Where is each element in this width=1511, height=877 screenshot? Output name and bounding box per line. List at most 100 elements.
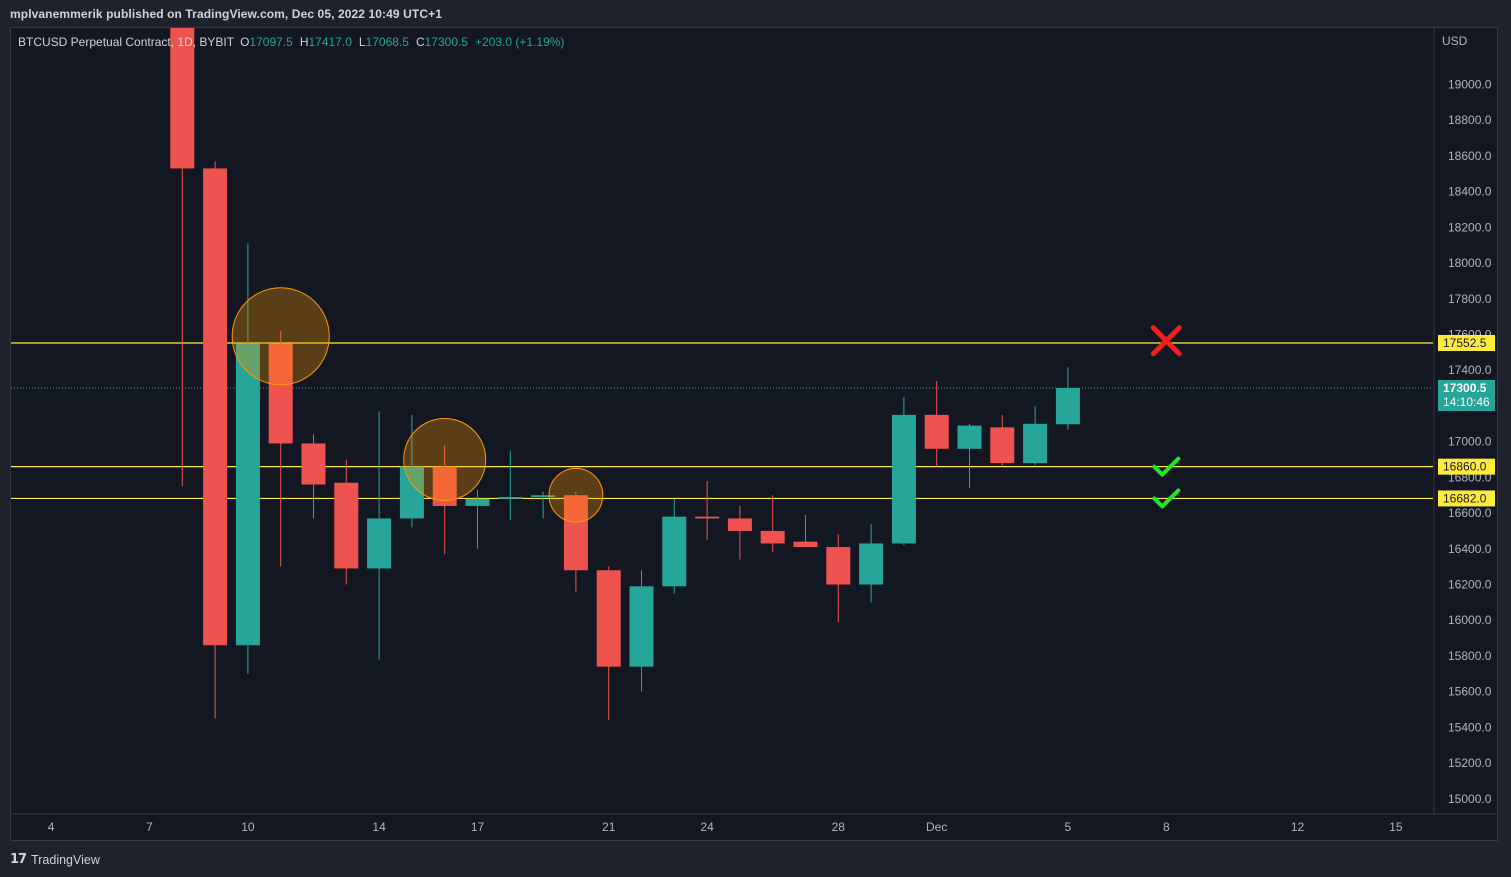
countdown-label: 14:10:46 [1443,395,1490,409]
y-tick-label: 17400.0 [1448,363,1492,377]
y-tick-label: 18000.0 [1448,256,1492,270]
level-price-label: 16860.0 [1443,460,1487,474]
candle-body [235,343,260,646]
x-tick-label: 17 [471,820,485,834]
y-tick-label: 17800.0 [1448,292,1492,306]
candle-body [826,547,851,585]
footer-bar [0,842,1511,877]
publish-info: mplvanemmerik published on TradingView.c… [10,7,442,21]
y-tick-label: 15800.0 [1448,649,1492,663]
candle-up [465,489,490,549]
candle-down [334,459,359,585]
close-value: 17300.5 [425,35,469,49]
x-tick-label: 5 [1065,820,1072,834]
y-tick-label: 15200.0 [1448,756,1492,770]
change-value: +203.0 (+1.19%) [475,35,564,49]
low-label: L [359,35,366,49]
candle-up [367,411,392,660]
highlight-circle [548,467,604,523]
candle-body [1055,387,1080,425]
candle-up [662,498,687,594]
candle-body [793,541,818,548]
candle-down [563,491,588,592]
x-tick-label: 28 [832,820,846,834]
candle-body [203,168,228,646]
high-label: H [300,35,309,49]
x-tick-label: 15 [1389,820,1403,834]
check-icon [1152,456,1181,477]
candle-body [301,443,326,485]
y-tick-label: 15000.0 [1448,792,1492,806]
candle-down [760,495,785,553]
candle-body [367,518,392,569]
candle-up [498,450,523,521]
chart-frame[interactable]: 19000.0 18800.0 18600.0 18400.0 18200.0 18000… [10,27,1498,841]
symbol-label: BTCUSD Perpetual Contract, 1D, BYBIT [18,35,235,49]
candle-body [662,516,687,587]
y-tick-label: 16200.0 [1448,578,1492,592]
candle-body [498,497,523,499]
candle-down [826,534,851,623]
candle-down [268,330,293,567]
candle-up [531,491,556,519]
last-price-label: 17300.5 [1443,381,1487,395]
x-tick-label: 21 [602,820,616,834]
candle-body [727,518,752,531]
level-price-tag [1438,334,1495,351]
cross-icon [1150,325,1182,357]
candle-down [596,566,621,721]
last-price-tag [1438,379,1495,411]
candle-up [1023,405,1048,465]
y-tick-label: 18200.0 [1448,220,1492,234]
candle-body [1023,423,1048,464]
candle-down [727,505,752,560]
candle-down [203,161,228,719]
y-tick-label: 16000.0 [1448,613,1492,627]
candle-body [990,427,1015,464]
candle-up [235,243,260,674]
x-tick-label: 10 [241,820,255,834]
x-tick-label: Dec [926,820,947,834]
candlestick-chart[interactable]: 19000.0 18800.0 18600.0 18400.0 18200.0 18000… [11,28,1497,840]
candle-down [793,514,818,548]
check-icon [1152,488,1181,509]
ohlc-legend: BTCUSD Perpetual Contract, 1D, BYBIT O 170… [18,35,564,49]
candle-body [891,414,916,544]
y-tick-label: 16400.0 [1448,542,1492,556]
candle-body [629,586,654,667]
y-tick-label: 18600.0 [1448,149,1492,163]
candle-up [859,523,884,603]
low-value: 17068.5 [366,35,410,49]
candle-body [170,28,195,169]
axis-header-bg [1435,28,1497,52]
y-tick-label: 18400.0 [1448,185,1492,199]
y-tick-label: 16600.0 [1448,506,1492,520]
candle-body [268,343,293,444]
open-label: O [240,35,249,49]
highlight-circle [231,287,330,386]
x-tick-label: 24 [700,820,714,834]
candle-body [695,516,720,519]
highlight-circle [403,418,487,502]
candle-body [334,482,359,569]
tradingview-brand[interactable]: 17 TradingView [10,852,100,867]
x-tick-label: 14 [372,820,386,834]
y-tick-label: 17000.0 [1448,435,1492,449]
high-value: 17417.0 [308,35,352,49]
y-tick-label: 15600.0 [1448,685,1492,699]
level-price-tag [1438,490,1495,507]
x-tick-label: 12 [1291,820,1305,834]
tradingview-logo-icon: 17 [10,852,27,867]
candle-down [990,414,1015,467]
y-tick-label: 18800.0 [1448,113,1492,127]
candle-down [170,28,195,487]
candle-body [957,425,982,449]
candle-body [596,570,621,667]
candle-down [695,480,720,540]
candle-body [531,495,556,498]
candle-body [465,498,490,506]
level-price-label: 16682.0 [1443,491,1487,505]
open-value: 17097.5 [249,35,293,49]
candle-up [957,423,982,489]
level-price-tag [1438,458,1495,475]
